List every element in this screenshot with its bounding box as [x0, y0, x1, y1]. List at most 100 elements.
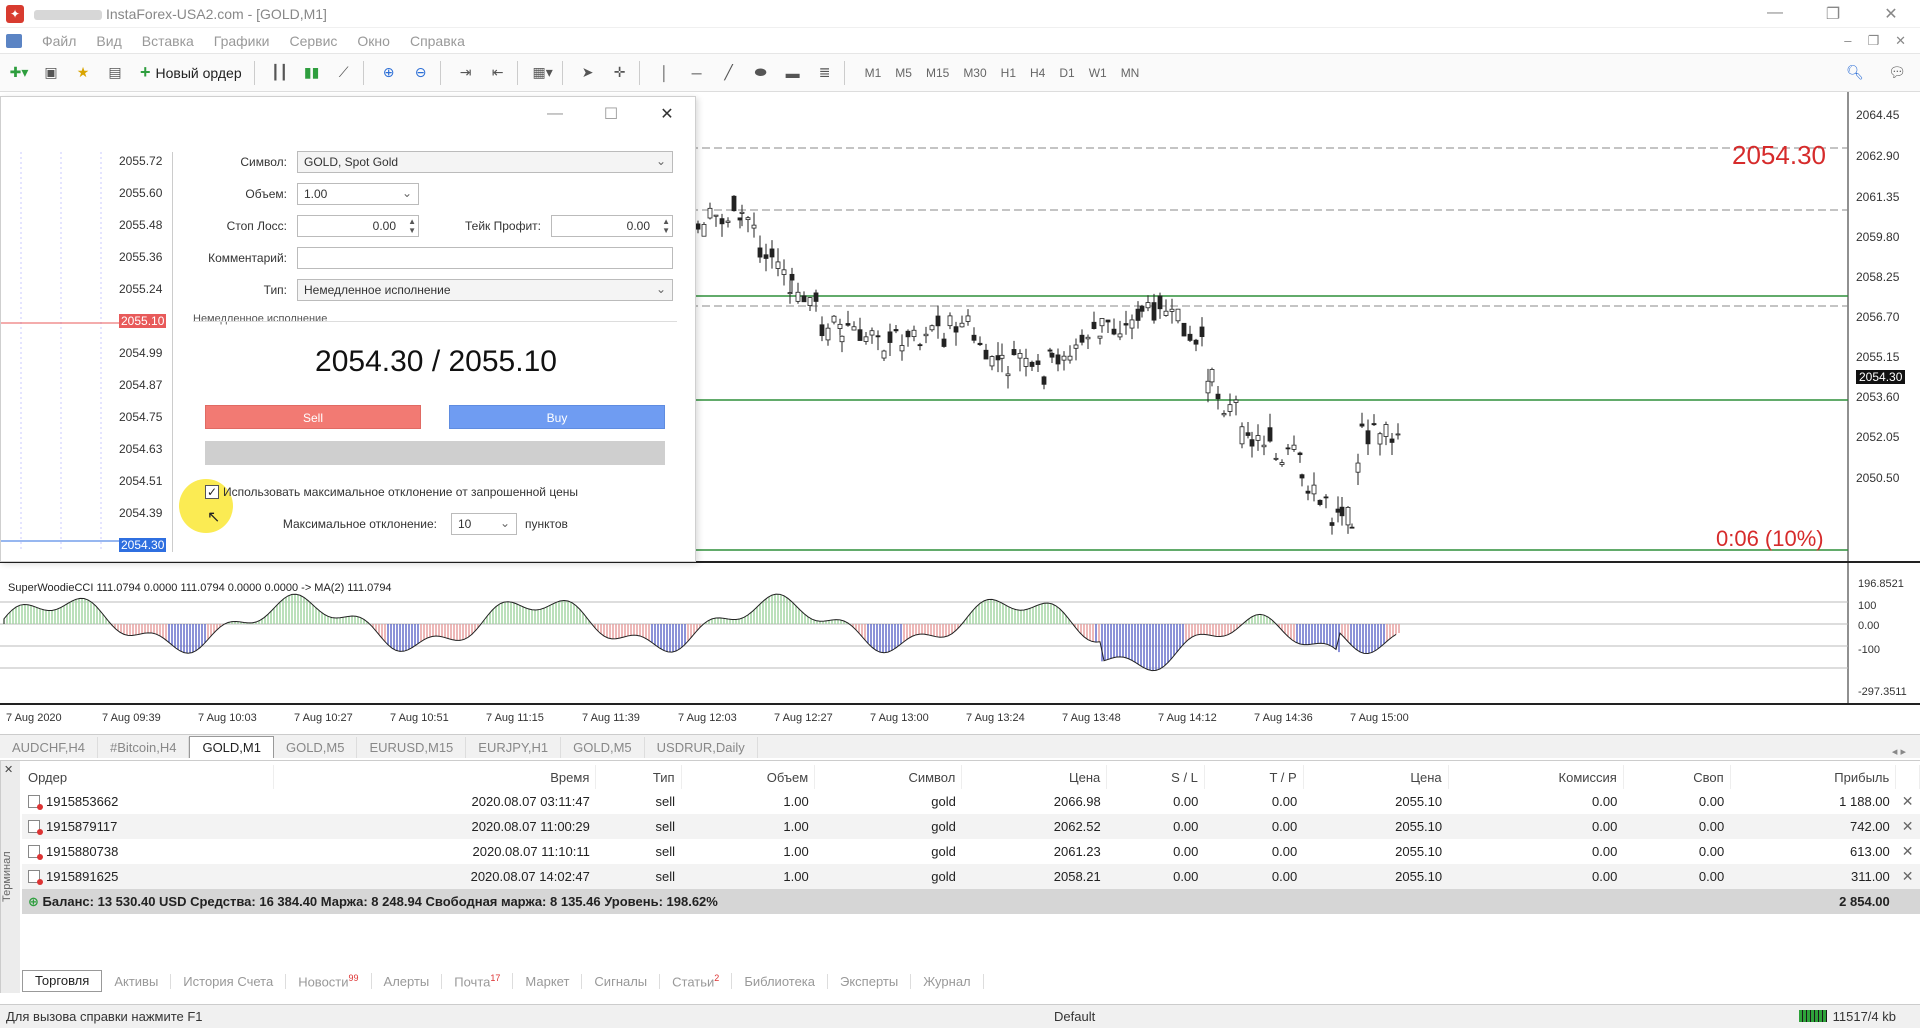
terminal-tab[interactable]: Новости99 — [286, 972, 372, 990]
menu-insert[interactable]: Вставка — [141, 32, 194, 49]
status-profile[interactable]: Default — [1054, 1009, 1096, 1024]
column-header[interactable]: Цена — [961, 765, 1108, 789]
autoscroll-icon[interactable]: ⇥ — [459, 64, 472, 80]
price-chart[interactable] — [0, 92, 1920, 734]
timeframe-mn[interactable]: MN — [1120, 65, 1140, 80]
new-order-button[interactable]: + Новый ордер — [134, 60, 248, 86]
column-header[interactable]: Прибыль — [1730, 765, 1897, 789]
zoom-in-icon[interactable]: ⊕ — [382, 64, 395, 80]
candlestick-icon[interactable]: ▮▮ — [303, 64, 320, 80]
volume-select[interactable]: 1.00 ⌄ — [297, 183, 419, 205]
terminal-tab[interactable]: Сигналы — [582, 973, 661, 989]
close-order-icon[interactable]: ✕ — [1901, 793, 1914, 809]
tab-scroll-arrows-icon[interactable]: ◂ ▸ — [1891, 746, 1906, 758]
order-type-select[interactable]: Немедленное исполнение ⌄ — [297, 279, 673, 301]
crosshair-icon[interactable]: ✛ — [613, 64, 626, 80]
vertical-line-icon[interactable]: │ — [660, 64, 669, 81]
column-header[interactable]: Комиссия — [1448, 765, 1624, 789]
sell-button[interactable]: Sell — [205, 405, 421, 429]
timeframe-h1[interactable]: H1 — [1000, 65, 1016, 80]
new-chart-icon[interactable]: ✚▾ — [9, 64, 29, 80]
trendline-icon[interactable]: ╱ — [724, 64, 733, 80]
column-header[interactable]: S / L — [1106, 765, 1205, 789]
terminal-tab[interactable]: Торговля — [22, 970, 103, 992]
chart-tab[interactable]: GOLD,M5 — [274, 737, 358, 758]
max-deviation-checkbox-label[interactable]: Использовать максимальное отклонение от … — [223, 485, 578, 499]
profiles-icon[interactable]: ▣ — [44, 64, 58, 80]
column-header[interactable]: Объем — [681, 765, 816, 789]
order-row[interactable]: 1915891625 2020.08.07 14:02:47 sell 1.00 gol… — [22, 864, 1920, 889]
spinner-icon[interactable]: ▲ ▼ — [662, 217, 670, 235]
timeframe-h4[interactable]: H4 — [1030, 65, 1046, 80]
chart-tab[interactable]: #Bitcoin,H4 — [98, 737, 190, 758]
timeframe-m5[interactable]: M5 — [895, 65, 912, 80]
terminal-tab[interactable]: История Счета — [171, 973, 287, 989]
comment-input[interactable] — [297, 247, 673, 269]
timeframe-m15[interactable]: M15 — [925, 65, 950, 80]
chat-icon[interactable]: 💬︎ — [1888, 64, 1906, 80]
terminal-tab[interactable]: Алерты — [372, 973, 443, 989]
max-deviation-checkbox[interactable]: ✓ — [205, 485, 219, 499]
menu-help[interactable]: Справка — [409, 32, 465, 49]
column-header[interactable]: Тип — [595, 765, 682, 789]
terminal-tab[interactable]: Эксперты — [828, 973, 912, 989]
stop-loss-input[interactable]: 0.00 ▲ ▼ — [297, 215, 419, 237]
dialog-minimize-icon[interactable]: — — [547, 105, 563, 122]
symbol-select[interactable]: GOLD, Spot Gold ⌄ — [297, 151, 673, 173]
max-deviation-select[interactable]: 10 ⌄ — [451, 513, 517, 535]
column-header[interactable]: Ордер — [22, 765, 274, 789]
column-header[interactable]: Время — [273, 765, 597, 789]
menu-charts[interactable]: Графики — [213, 32, 270, 49]
indicators-icon[interactable]: ▦▾ — [532, 64, 553, 80]
terminal-tab[interactable]: Статьи2 — [660, 972, 733, 990]
timeframe-d1[interactable]: D1 — [1059, 65, 1075, 80]
dialog-close-icon[interactable]: ✕ — [660, 106, 674, 123]
order-row[interactable]: 1915879117 2020.08.07 11:00:29 sell 1.00 gol… — [22, 814, 1920, 839]
terminal-tab[interactable]: Маркет — [513, 973, 583, 989]
horizontal-line-icon[interactable]: ─ — [691, 64, 702, 81]
column-header[interactable]: Своп — [1623, 765, 1731, 789]
menu-file[interactable]: Файл — [42, 32, 77, 49]
timeframe-m1[interactable]: M1 — [864, 65, 882, 80]
column-header[interactable]: Цена — [1303, 765, 1449, 789]
restore-icon[interactable]: ❐ — [1825, 5, 1841, 23]
mdi-restore-icon[interactable]: ❐ — [1867, 32, 1880, 48]
chart-shift-icon[interactable]: ⇤ — [491, 64, 504, 80]
chart-tab[interactable]: USDRUR,Daily — [645, 737, 758, 758]
take-profit-input[interactable]: 0.00 ▲ ▼ — [551, 215, 673, 237]
terminal-close-icon[interactable]: ✕ — [4, 764, 14, 776]
menu-tools[interactable]: Сервис — [289, 32, 338, 49]
cursor-icon[interactable]: ➤ — [581, 64, 594, 80]
close-order-icon[interactable]: ✕ — [1901, 868, 1914, 884]
mdi-minimize-icon[interactable]: – — [1844, 32, 1852, 48]
favorites-icon[interactable]: ★ — [76, 64, 90, 80]
column-header[interactable]: Символ — [814, 765, 963, 789]
terminal-tab[interactable]: Библиотека — [732, 973, 828, 989]
chart-tab[interactable]: AUDCHF,H4 — [0, 737, 98, 758]
column-header[interactable]: T / P — [1204, 765, 1304, 789]
order-row[interactable]: 1915880738 2020.08.07 11:10:11 sell 1.00 gol… — [22, 839, 1920, 864]
chart-tab[interactable]: GOLD,M1 — [189, 736, 274, 758]
terminal-tab[interactable]: Активы — [102, 973, 172, 989]
order-row[interactable]: 1915853662 2020.08.07 03:11:47 sell 1.00 gol… — [22, 789, 1920, 814]
minimize-icon[interactable]: — — [1767, 3, 1783, 21]
timeframe-w1[interactable]: W1 — [1088, 65, 1107, 80]
mdi-close-icon[interactable]: ✕ — [1895, 32, 1906, 48]
search-icon[interactable]: 🔍︎ — [1846, 64, 1864, 80]
zoom-out-icon[interactable]: ⊖ — [414, 64, 427, 80]
chart-tab[interactable]: EURJPY,H1 — [466, 737, 562, 758]
navigator-icon[interactable]: ▤ — [108, 64, 122, 80]
chart-tab[interactable]: EURUSD,M15 — [357, 737, 467, 758]
close-order-icon[interactable]: ✕ — [1901, 843, 1914, 859]
buy-button[interactable]: Buy — [449, 405, 665, 429]
terminal-tab[interactable]: Журнал — [911, 973, 984, 989]
dialog-maximize-icon[interactable]: ☐ — [603, 106, 619, 123]
timeframe-m30[interactable]: M30 — [963, 65, 987, 80]
close-order-icon[interactable]: ✕ — [1901, 818, 1914, 834]
ellipse-icon[interactable]: ⬬ — [754, 64, 767, 80]
spinner-icon[interactable]: ▲ ▼ — [408, 217, 416, 235]
menu-window[interactable]: Окно — [357, 32, 390, 49]
bar-chart-icon[interactable]: ┃┃ — [271, 64, 289, 80]
chart-tab[interactable]: GOLD,M5 — [561, 737, 645, 758]
menu-view[interactable]: Вид — [96, 32, 122, 49]
